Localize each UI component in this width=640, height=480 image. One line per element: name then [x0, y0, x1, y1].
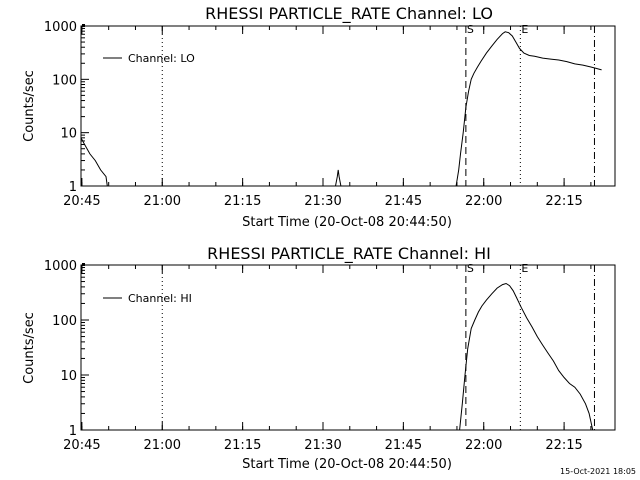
chart-title: RHESSI PARTICLE_RATE Channel: LO — [205, 4, 493, 24]
plot-frame — [80, 264, 616, 431]
x-tick-label: 21:30 — [304, 438, 341, 453]
timestamp: 15-Oct-2021 18:05 — [560, 467, 636, 476]
y-tick-label: 1 — [69, 424, 77, 439]
marker-label: S — [467, 23, 474, 36]
x-tick-label: 21:00 — [144, 438, 181, 453]
y-tick-label: 1000 — [44, 259, 77, 274]
plot-frame — [80, 25, 616, 187]
panel-marks: 1 10 100 1000 20:45 21:00 21:15 21:30 21:45 22:00… — [44, 259, 595, 453]
y-tick-label: 10 — [60, 369, 77, 384]
x-tick-label: 22:15 — [545, 438, 582, 453]
x-axis-label: Start Time (20-Oct-08 20:44:50) — [242, 457, 452, 472]
series-line — [80, 137, 108, 187]
x-tick-label: 22:15 — [545, 194, 582, 209]
series-line — [335, 169, 342, 187]
x-tick-label: 21:15 — [224, 194, 261, 209]
x-tick-label: 22:00 — [465, 438, 502, 453]
x-tick-label: 21:30 — [304, 194, 341, 209]
panel-marks: 1 10 100 1000 20:45 21:00 21:15 21:30 21:45 22:00… — [44, 20, 602, 209]
y-tick-label: 100 — [52, 314, 77, 329]
x-tick-label: 21:45 — [385, 194, 422, 209]
x-tick-label: 20:45 — [63, 438, 100, 453]
panel-lo: RHESSI PARTICLE_RATE Channel: LO Counts/… — [22, 4, 616, 230]
x-axis-label: Start Time (20-Oct-08 20:44:50) — [242, 215, 452, 230]
y-axis-label: Counts/sec — [22, 70, 37, 142]
y-tick-label: 1 — [69, 180, 77, 195]
x-tick-label: 21:00 — [144, 194, 181, 209]
series-line — [455, 31, 602, 187]
x-tick-label: 22:00 — [465, 194, 502, 209]
y-axis-label: Counts/sec — [22, 312, 37, 384]
chart-title: RHESSI PARTICLE_RATE Channel: HI — [207, 244, 491, 264]
x-tick-label: 20:45 — [63, 194, 100, 209]
marker-label: E — [521, 23, 528, 36]
marker-label: E — [521, 262, 528, 275]
panel-hi: RHESSI PARTICLE_RATE Channel: HI Counts/… — [22, 244, 616, 472]
y-tick-label: 100 — [52, 73, 77, 88]
axis-corner-mark — [82, 263, 85, 266]
axis-corner-mark — [82, 24, 85, 27]
series-line — [459, 282, 594, 431]
x-tick-label: 21:15 — [224, 438, 261, 453]
y-tick-label: 10 — [60, 127, 77, 142]
legend-label: Channel: LO — [128, 52, 195, 65]
legend-label: Channel: HI — [128, 292, 192, 305]
marker-label: S — [467, 262, 474, 275]
y-tick-label: 1000 — [44, 20, 77, 35]
x-tick-label: 21:45 — [385, 438, 422, 453]
